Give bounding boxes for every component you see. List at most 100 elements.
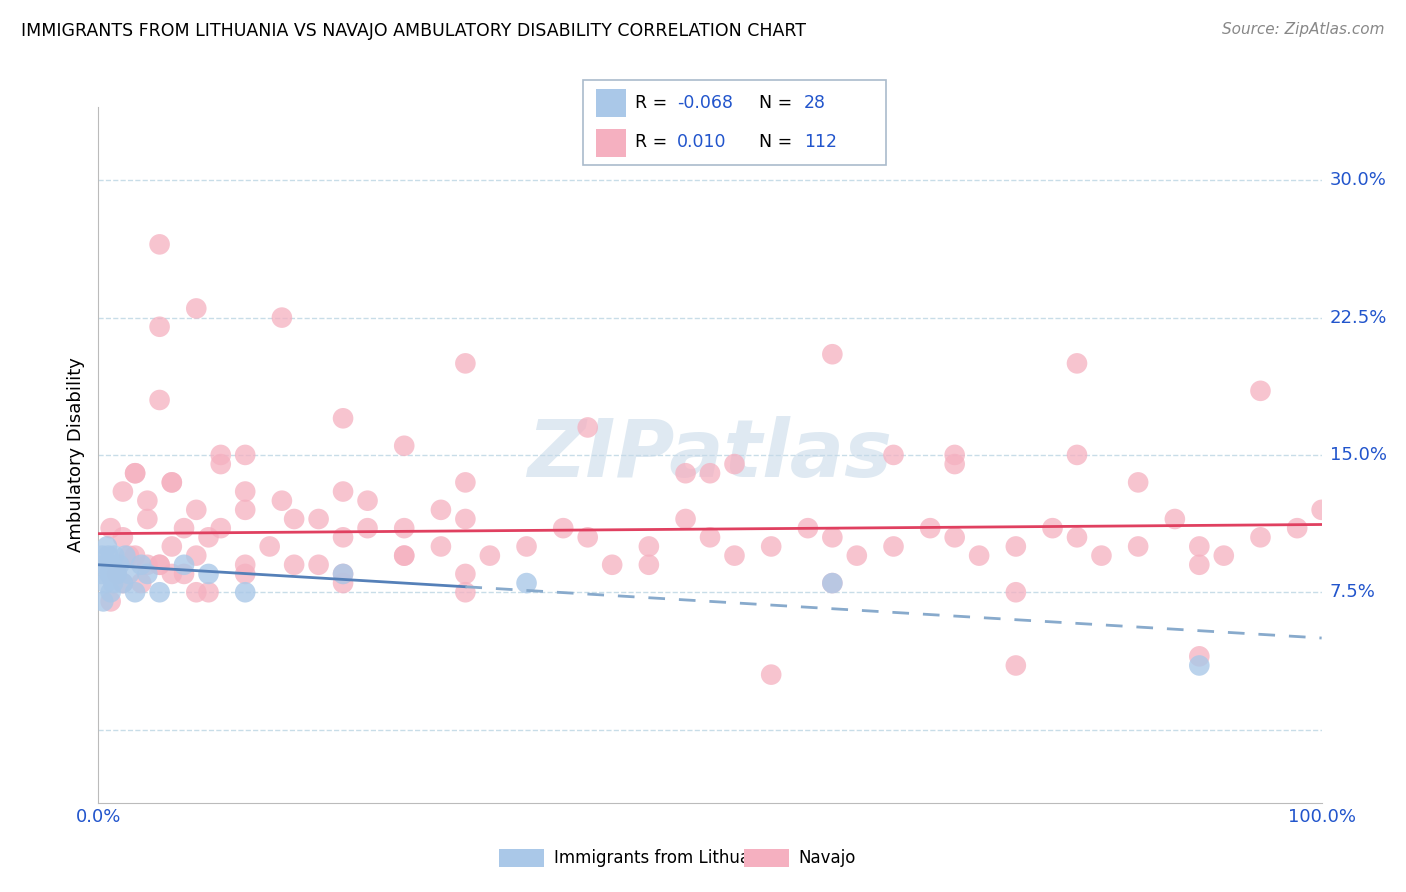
Point xyxy=(1286,521,1309,535)
Text: N =: N = xyxy=(759,95,792,112)
Point xyxy=(124,467,146,481)
Point xyxy=(478,549,501,563)
Point xyxy=(173,558,195,572)
Point xyxy=(101,576,124,591)
Point xyxy=(233,558,256,572)
Point xyxy=(1188,658,1211,673)
Point xyxy=(173,521,195,535)
Point xyxy=(93,558,115,572)
Point xyxy=(129,576,152,591)
Point xyxy=(103,549,125,563)
Point xyxy=(270,310,294,325)
Point xyxy=(967,549,990,563)
Point xyxy=(943,457,966,471)
Point xyxy=(516,540,538,554)
Point xyxy=(332,530,354,544)
Point xyxy=(90,566,112,581)
Point xyxy=(96,540,118,554)
Text: Immigrants from Lithuania: Immigrants from Lithuania xyxy=(554,849,775,867)
Point xyxy=(100,521,122,535)
Point xyxy=(392,521,416,535)
Point xyxy=(1066,448,1088,462)
Point xyxy=(108,558,131,572)
FancyBboxPatch shape xyxy=(583,80,886,165)
Text: 15.0%: 15.0% xyxy=(1330,446,1386,464)
Text: R =: R = xyxy=(636,95,666,112)
Point xyxy=(821,576,844,591)
Point xyxy=(233,484,256,499)
Point xyxy=(761,540,783,554)
Point xyxy=(308,512,330,526)
Text: N =: N = xyxy=(759,133,792,151)
Point xyxy=(430,540,453,554)
Point xyxy=(98,566,121,581)
Point xyxy=(149,319,172,334)
Point xyxy=(845,549,868,563)
Point xyxy=(454,475,477,490)
Point xyxy=(283,512,305,526)
Text: -0.068: -0.068 xyxy=(678,95,733,112)
Point xyxy=(105,566,128,581)
Text: 22.5%: 22.5% xyxy=(1330,309,1388,326)
Point xyxy=(1090,549,1112,563)
Point xyxy=(114,549,136,563)
Point xyxy=(1188,558,1211,572)
Point xyxy=(111,530,134,544)
Point xyxy=(100,585,122,599)
Point xyxy=(233,585,256,599)
Point xyxy=(209,457,232,471)
Point xyxy=(101,558,124,572)
Point xyxy=(576,420,599,434)
Point xyxy=(332,576,354,591)
Point xyxy=(553,521,575,535)
Point xyxy=(160,475,183,490)
Point xyxy=(1066,530,1088,544)
Point xyxy=(723,457,745,471)
Point xyxy=(124,549,146,563)
Point xyxy=(186,301,208,316)
Point xyxy=(699,467,721,481)
Point xyxy=(761,667,783,681)
Point xyxy=(821,576,844,591)
Point xyxy=(332,566,354,581)
Point xyxy=(1212,549,1234,563)
Point xyxy=(699,530,721,544)
Point xyxy=(637,558,661,572)
Bar xyxy=(596,89,626,117)
Point xyxy=(118,566,141,581)
Point xyxy=(1188,540,1211,554)
Point xyxy=(943,448,966,462)
Point xyxy=(943,530,966,544)
Point xyxy=(1250,384,1272,398)
Point xyxy=(149,558,172,572)
Text: 28: 28 xyxy=(804,95,827,112)
Point xyxy=(209,448,232,462)
Point xyxy=(1188,649,1211,664)
Point xyxy=(576,530,599,544)
Point xyxy=(308,558,330,572)
Point xyxy=(186,503,208,517)
Point xyxy=(149,585,172,599)
Point xyxy=(332,484,354,499)
Point xyxy=(1250,530,1272,544)
Text: 7.5%: 7.5% xyxy=(1330,583,1376,601)
Point xyxy=(136,493,159,508)
Point xyxy=(136,566,159,581)
Point xyxy=(356,521,378,535)
Point xyxy=(209,521,232,535)
Point xyxy=(430,503,453,517)
Point xyxy=(149,237,172,252)
Point xyxy=(675,512,697,526)
Point xyxy=(94,576,117,591)
Point xyxy=(233,566,256,581)
Point xyxy=(332,411,354,425)
Point xyxy=(920,521,942,535)
Point xyxy=(91,549,114,563)
Y-axis label: Ambulatory Disability: Ambulatory Disability xyxy=(67,358,86,552)
Point xyxy=(270,493,294,508)
Point xyxy=(332,566,354,581)
Point xyxy=(197,566,219,581)
Point xyxy=(1004,540,1026,554)
Point xyxy=(233,448,256,462)
Text: Navajo: Navajo xyxy=(799,849,856,867)
